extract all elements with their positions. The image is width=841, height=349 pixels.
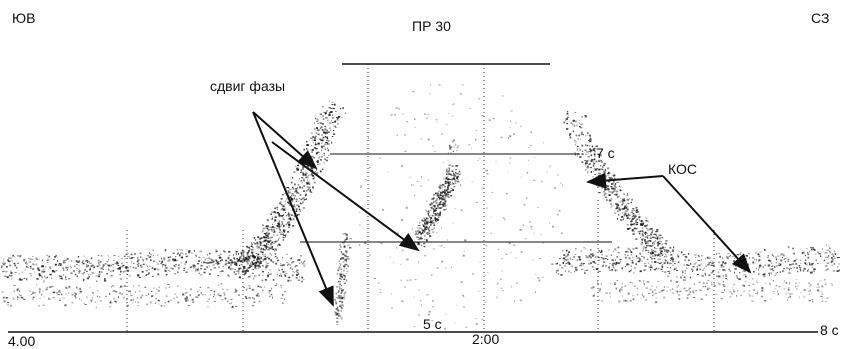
time-label-8s: 8 с: [820, 322, 839, 338]
phase-shift-arrow-1: [252, 111, 334, 307]
phase-shift-arrow-2: [252, 111, 318, 170]
kos-annotation: КОС: [668, 161, 697, 177]
kos-arrow-1: [586, 172, 664, 189]
time-label-7s: 7 с: [596, 145, 615, 161]
distance-label-start: 4.00: [8, 333, 36, 349]
time-label-5s: 5 с: [423, 316, 442, 332]
kos-arrow-2: [662, 175, 752, 274]
seismic-reflection-texture: [1, 83, 840, 330]
distance-label-middle: 2:00: [472, 331, 500, 347]
phase-shift-arrow-3: [271, 141, 420, 252]
phase-shift-annotation: сдвиг фазы: [210, 78, 286, 94]
profile-title: ПР 30: [412, 18, 451, 34]
direction-left-label: ЮВ: [12, 10, 36, 26]
direction-right-label: СЗ: [811, 10, 830, 26]
